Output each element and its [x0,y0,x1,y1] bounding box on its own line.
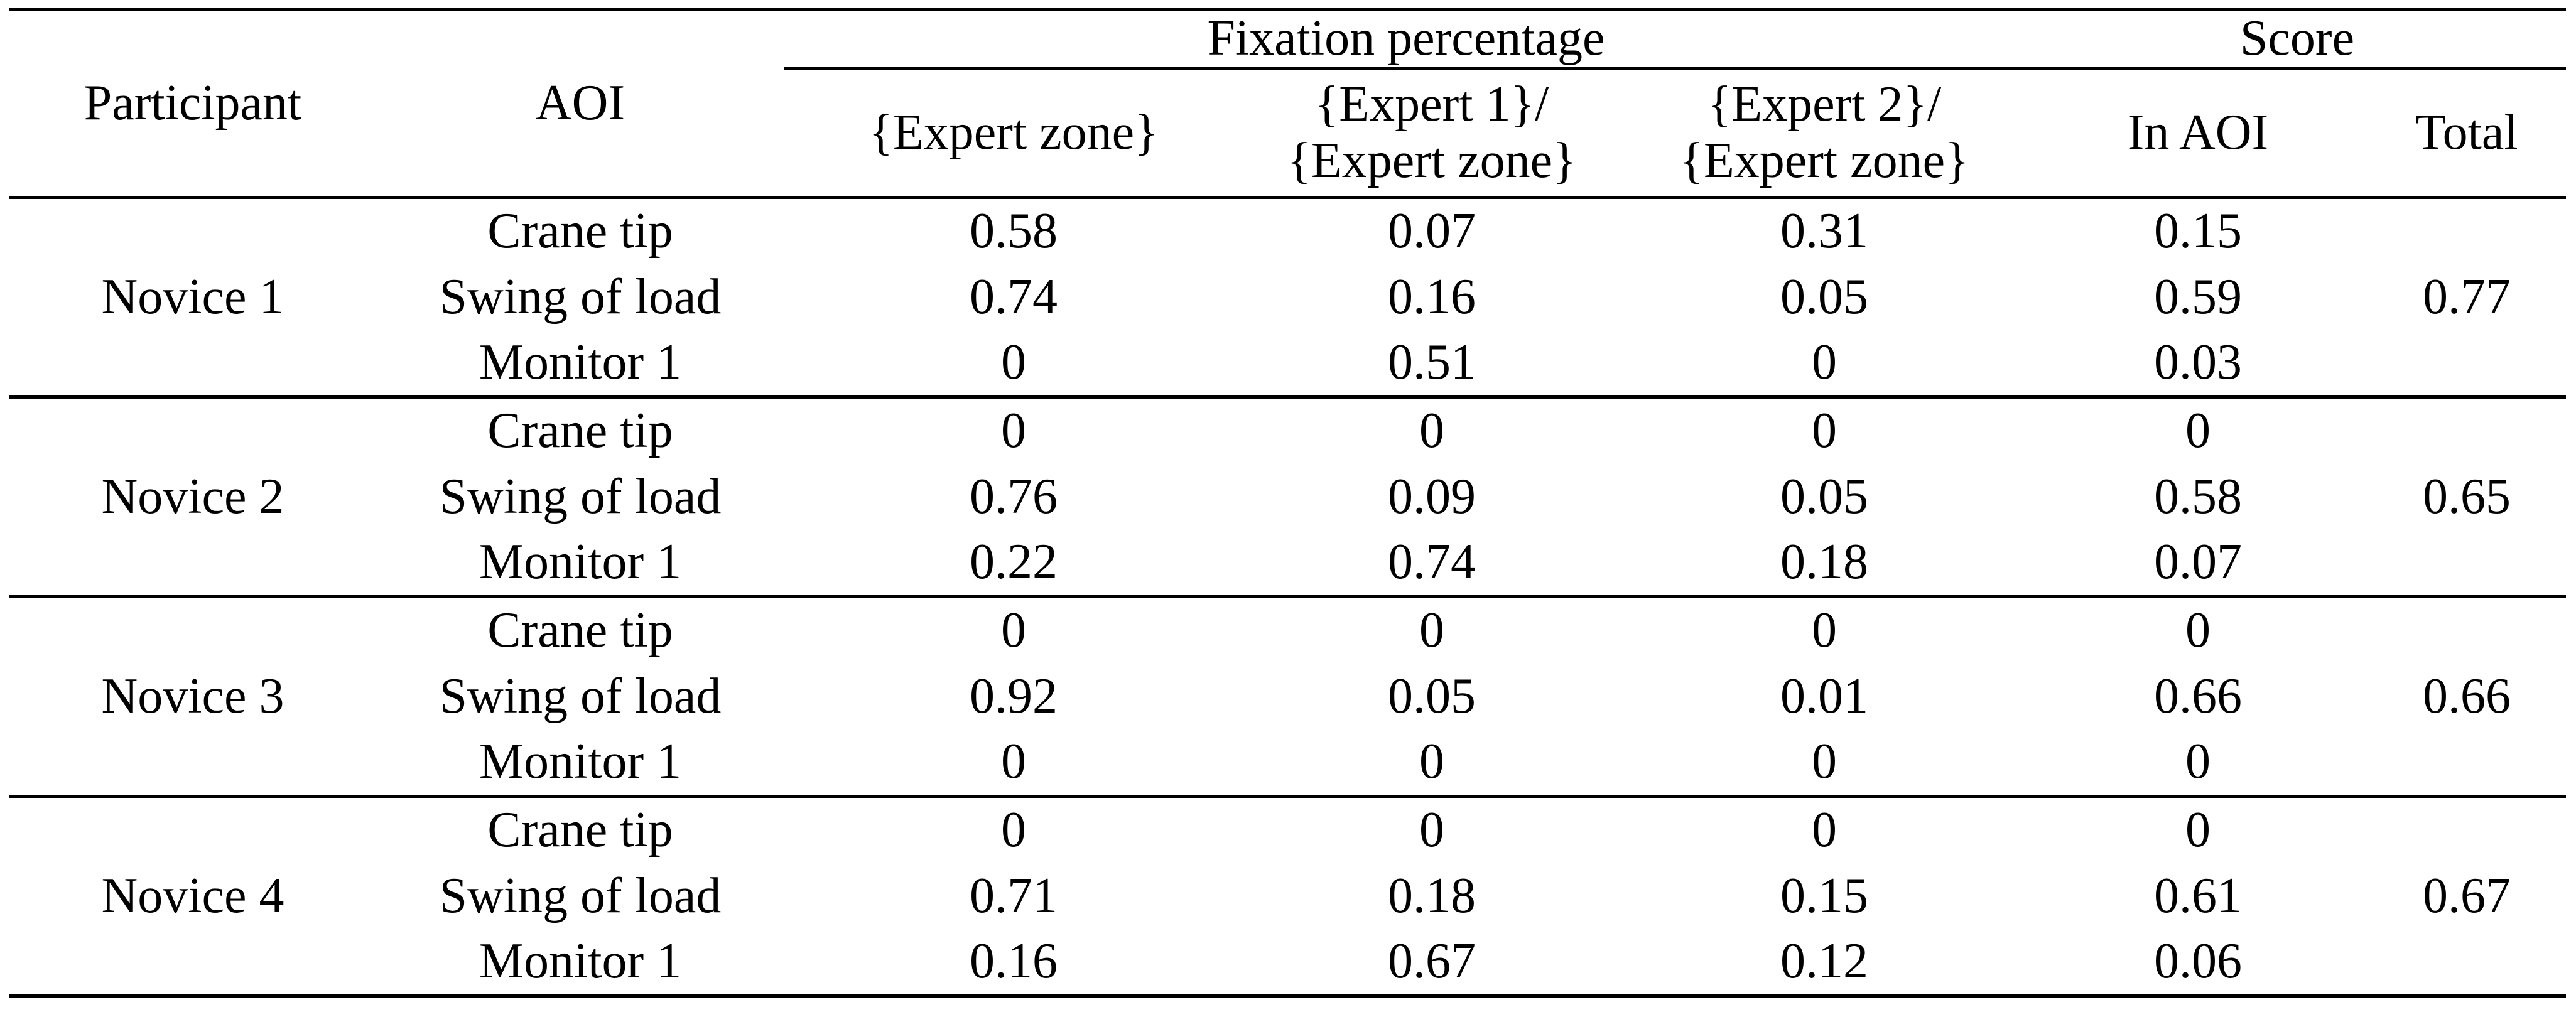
score-in-aoi-cell: 0 [2028,595,2368,664]
score-in-aoi-cell: 0.59 [2154,269,2242,325]
fixation-expert2-cell: 0.01 [1780,668,1868,724]
header-score: Score [2028,8,2566,70]
aoi-cell: Crane tip [377,595,784,664]
fixation-expert1-cell: 0 [1243,795,1620,863]
fixation-expert2-cell: 0 [1812,734,1837,790]
header-expert1-line2: {Expert zone} [1287,133,1577,188]
table-row: Monitor 1 0 0 0 0 [9,730,2566,797]
table-row: Novice 2 Crane tip 0 0 0 0 0.65 [9,396,2566,597]
score-in-aoi-cell: 0.07 [2154,534,2242,590]
fixation-expert2-cell: 0.18 [1780,534,1868,590]
fixation-expert-zone-cell: 0.71 [970,868,1058,923]
aoi-cell: Swing of load [439,668,722,724]
fixation-expert1-cell: 0.18 [1388,868,1476,923]
header-expert1-over-expert-zone: {Expert 1}/ {Expert zone} [1243,69,1620,198]
score-in-aoi-cell: 0.58 [2154,468,2242,524]
table-row: Monitor 1 0.16 0.67 0.12 0.06 [9,930,2566,996]
score-in-aoi-cell: 0 [2028,396,2368,464]
score-in-aoi-cell: 0.66 [2154,668,2242,724]
table-row: Swing of load 0.92 0.05 0.01 0.66 [9,664,2566,730]
aoi-cell: Swing of load [439,868,722,923]
fixation-expert-zone-cell: 0 [784,795,1243,863]
fixation-expert1-cell: 0 [1243,396,1620,464]
fixation-expert-zone-cell: 0 [1001,335,1026,390]
participant-cell: Novice 3 [9,595,377,797]
fixation-expert-zone-cell: 0.76 [970,468,1058,524]
score-total-cell: 0.66 [2368,595,2566,797]
aoi-cell: Swing of load [439,269,722,325]
header-expert2-line1: {Expert 2}/ [1707,77,1942,132]
fixation-expert1-cell: 0.05 [1388,668,1476,724]
header-expert2-over-expert-zone: {Expert 2}/ {Expert zone} [1620,69,2028,198]
fixation-expert-zone-cell: 0 [1001,734,1026,790]
header-expert2-line2: {Expert zone} [1679,133,1969,188]
fixation-expert2-cell: 0 [1812,335,1837,390]
participant-cell: Novice 2 [9,396,377,597]
aoi-cell: Crane tip [377,196,784,264]
fixation-expert2-cell: 0.12 [1780,934,1868,989]
score-in-aoi-cell: 0.15 [2028,196,2368,264]
aoi-cell: Monitor 1 [479,534,682,590]
fixation-expert2-cell: 0 [1620,795,2028,863]
fixation-expert2-cell: 0.15 [1780,868,1868,923]
fixation-expert1-cell: 0 [1243,595,1620,664]
aoi-cell: Crane tip [377,396,784,464]
header-participant: Participant [9,8,377,198]
aoi-cell: Crane tip [377,795,784,863]
score-in-aoi-cell: 0.61 [2154,868,2242,923]
score-in-aoi-cell: 0.03 [2154,335,2242,390]
table-row: Monitor 1 0 0.51 0 0.03 [9,331,2566,397]
table-row: Monitor 1 0.22 0.74 0.18 0.07 [9,530,2566,597]
participant-cell: Novice 4 [9,795,377,996]
results-table: Participant AOI Fixation percentage Scor… [9,8,2566,998]
paper-table-page: Participant AOI Fixation percentage Scor… [0,8,2576,1017]
fixation-expert1-cell: 0 [1419,734,1444,790]
participant-cell: Novice 1 [9,196,377,397]
fixation-expert-zone-cell: 0.92 [970,668,1058,724]
fixation-expert2-cell: 0.05 [1780,269,1868,325]
table-row: Swing of load 0.76 0.09 0.05 0.58 [9,464,2566,530]
fixation-expert1-cell: 0.07 [1243,196,1620,264]
fixation-expert1-cell: 0.74 [1388,534,1476,590]
table-row: Novice 1 Crane tip 0.58 0.07 0.31 0.15 0.77 [9,196,2566,397]
aoi-cell: Monitor 1 [479,734,682,790]
score-total-cell: 0.67 [2368,795,2566,996]
fixation-expert-zone-cell: 0 [784,595,1243,664]
fixation-expert-zone-cell: 0.16 [970,934,1058,989]
table-row: Swing of load 0.71 0.18 0.15 0.61 [9,863,2566,930]
fixation-expert1-cell: 0.51 [1388,335,1476,390]
score-in-aoi-cell: 0.06 [2154,934,2242,989]
header-group-row: Participant AOI Fixation percentage Scor… [9,8,2566,198]
aoi-cell: Swing of load [439,468,722,524]
score-in-aoi-cell: 0 [2185,734,2211,790]
aoi-cell: Monitor 1 [479,335,682,390]
fixation-expert1-cell: 0.09 [1388,468,1476,524]
fixation-expert-zone-cell: 0.58 [784,196,1243,264]
table-body: Novice 1 Crane tip 0.58 0.07 0.31 0.15 0.77 Swi… [9,196,2566,996]
header-sub-row: {Expert zone} {Expert 1}/ {Expert zone} … [9,69,2566,198]
header-aoi: AOI [377,8,784,198]
table-header: Participant AOI Fixation percentage Scor… [9,8,2566,198]
fixation-expert1-cell: 0.67 [1388,934,1476,989]
score-total-cell: 0.65 [2368,396,2566,597]
aoi-cell: Monitor 1 [479,934,682,989]
fixation-expert2-cell: 0 [1620,396,2028,464]
fixation-expert-zone-cell: 0.22 [970,534,1058,590]
table-row: Novice 4 Crane tip 0 0 0 0 0.67 [9,795,2566,996]
fixation-expert1-cell: 0.16 [1388,269,1476,325]
fixation-expert2-cell: 0.31 [1620,196,2028,264]
fixation-expert-zone-cell: 0 [784,396,1243,464]
table-row: Novice 3 Crane tip 0 0 0 0 0.66 [9,595,2566,797]
score-total-cell: 0.77 [2368,196,2566,397]
header-in-aoi: In AOI [2127,105,2269,161]
header-expert-zone: {Expert zone} [869,105,1159,161]
header-fixation-percentage: Fixation percentage [784,8,2028,70]
fixation-expert2-cell: 0 [1620,595,2028,664]
fixation-expert-zone-cell: 0.74 [970,269,1058,325]
table-row: Swing of load 0.74 0.16 0.05 0.59 [9,264,2566,331]
header-total: Total [2415,105,2518,161]
header-expert1-line1: {Expert 1}/ [1314,77,1549,132]
score-in-aoi-cell: 0 [2028,795,2368,863]
fixation-expert2-cell: 0.05 [1780,468,1868,524]
